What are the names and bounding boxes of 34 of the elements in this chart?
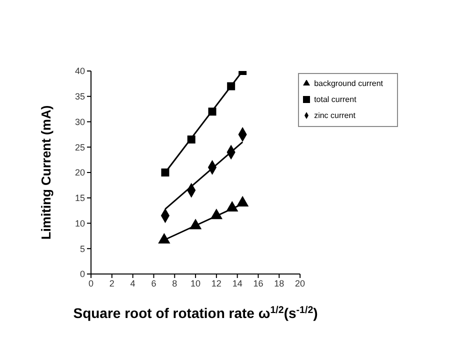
point: [208, 108, 216, 116]
y-tick-label: 0: [80, 269, 85, 280]
y-tick-label: 25: [74, 142, 85, 152]
y-axis-title: Limiting Current (mA): [38, 105, 54, 240]
y-tick-label: 40: [74, 66, 85, 76]
x-tick-label: 10: [190, 278, 201, 288]
x-tick-label: 16: [253, 278, 264, 288]
point: [227, 82, 236, 90]
legend-label: zinc current: [314, 111, 356, 120]
x-axis-title: Square root of rotation rate ω$^{1/2}$(s$^{-1/2}$): [73, 304, 318, 321]
point: [189, 218, 202, 230]
x-tick-label: 6: [151, 278, 156, 288]
legend-label: total current: [314, 95, 356, 104]
x-tick-label: 0: [88, 278, 94, 288]
x-tick-label: 2: [109, 278, 114, 288]
legend-label: background current: [314, 79, 383, 88]
x-tick-label: 14: [232, 278, 242, 288]
x-tick-label: 8: [172, 278, 178, 288]
point: [236, 196, 249, 206]
point: [161, 168, 170, 176]
y-tick-label: 30: [74, 116, 85, 127]
y-tick-label: 10: [74, 218, 85, 228]
point: [210, 208, 223, 220]
x-tick-label: 4: [130, 278, 136, 288]
y-tick-label: 35: [74, 92, 85, 102]
x-tick-label: 20: [295, 278, 306, 288]
y-tick-label: 20: [74, 168, 85, 178]
y-tick-label: 15: [74, 193, 85, 204]
x-tick-label: 18: [274, 278, 284, 288]
y-tick-label: 5: [80, 244, 85, 254]
point: [187, 136, 196, 144]
point: [158, 232, 170, 244]
point: [226, 201, 238, 212]
x-tick-label: 12: [211, 278, 222, 288]
